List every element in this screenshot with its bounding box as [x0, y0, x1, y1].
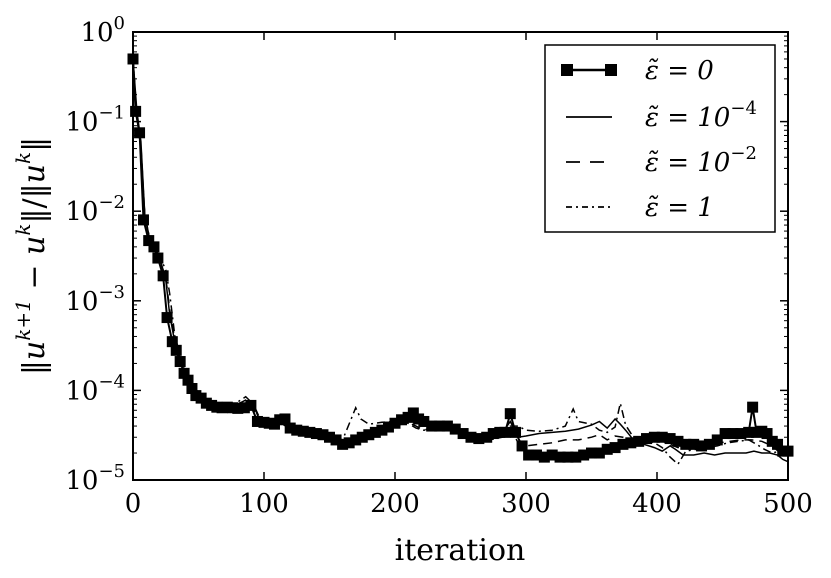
legend-label-2: ε̃ = 10−2	[645, 143, 757, 178]
series-marker	[487, 428, 499, 440]
y-tick-label: 10−1	[65, 103, 125, 138]
series-marker	[617, 438, 629, 450]
series-marker	[656, 431, 668, 443]
ticks-layer: 0 100 200 300 400 500 100 10−1 10−2 10−3 10−4 10−5	[65, 13, 812, 519]
y-tick-label: 10−3	[65, 282, 125, 317]
series-line-3	[132, 58, 789, 466]
series-marker	[546, 449, 558, 461]
plot-frame	[132, 31, 789, 481]
series-marker	[743, 426, 755, 438]
series-marker	[538, 451, 550, 463]
series-marker	[688, 438, 700, 450]
series-marker	[166, 336, 178, 348]
series-marker	[641, 433, 653, 445]
series-marker	[152, 252, 164, 264]
series-marker	[747, 401, 759, 413]
series-marker	[465, 431, 477, 443]
series-marker	[291, 424, 303, 436]
series-marker	[178, 367, 190, 379]
series-marker	[593, 447, 605, 459]
x-tick-label: 300	[501, 489, 551, 519]
x-tick-label: 400	[632, 489, 682, 519]
series-marker	[680, 438, 692, 450]
x-tick-label: 200	[370, 489, 420, 519]
x-tick-label: 100	[239, 489, 289, 519]
series-marker	[396, 414, 408, 426]
series-marker	[772, 438, 784, 450]
series-marker	[586, 447, 597, 459]
series-marker	[562, 451, 574, 463]
y-tick-label: 10−5	[65, 461, 125, 496]
series-marker	[711, 434, 723, 446]
series-marker	[601, 443, 613, 455]
y-tick-label: 100	[80, 13, 125, 48]
legend: ε̃ = 0 ε̃ = 10−4 ε̃ = 10−2 ε̃ = 1	[544, 44, 776, 233]
series-marker	[504, 408, 516, 420]
series-marker	[554, 451, 566, 463]
y-tick-label: 10−4	[65, 371, 125, 406]
series-marker	[137, 214, 149, 226]
series-marker	[703, 438, 715, 450]
y-tick-label: 10−2	[65, 192, 125, 227]
series-marker	[161, 312, 173, 324]
series-marker	[761, 428, 773, 440]
series-marker	[170, 344, 182, 356]
series-marker	[727, 428, 739, 440]
series-line-2	[132, 58, 788, 454]
series-marker	[648, 431, 660, 443]
svg-text:‖uk+1 − uk‖/‖uk‖: ‖uk+1 − uk‖/‖uk‖	[11, 137, 52, 375]
series-marker	[570, 451, 582, 463]
series-marker	[238, 402, 250, 414]
series-marker	[251, 415, 263, 427]
series-marker	[407, 407, 419, 419]
y-axis-title: ‖uk+1 − uk‖/‖uk‖	[11, 137, 52, 375]
series-marker	[457, 428, 469, 440]
legend-label-0: ε̃ = 0	[645, 56, 714, 86]
series-marker	[609, 442, 621, 454]
series-marker	[530, 449, 542, 461]
legend-label-3: ε̃ = 1	[645, 193, 714, 223]
series-marker	[735, 428, 747, 440]
legend-marker	[561, 64, 573, 76]
x-tick-label: 0	[125, 489, 142, 519]
series-marker	[578, 449, 590, 461]
series-marker	[664, 433, 676, 445]
series-marker	[516, 440, 528, 452]
legend-marker	[605, 64, 617, 76]
series-marker	[625, 437, 637, 449]
series-marker	[523, 449, 535, 461]
series-marker	[473, 433, 485, 445]
series-marker	[279, 413, 291, 425]
series-marker	[672, 435, 684, 447]
series-marker	[426, 420, 438, 432]
x-tick-label: 500	[763, 489, 813, 519]
series-marker	[130, 105, 142, 117]
series-layer	[127, 53, 794, 466]
legend-box	[544, 44, 776, 233]
series-marker	[499, 426, 511, 438]
series-marker	[157, 270, 169, 282]
legend-label-1: ε̃ = 10−4	[645, 98, 757, 133]
x-axis-title: iteration	[395, 533, 526, 568]
series-marker	[719, 428, 731, 440]
series-marker	[143, 235, 155, 247]
